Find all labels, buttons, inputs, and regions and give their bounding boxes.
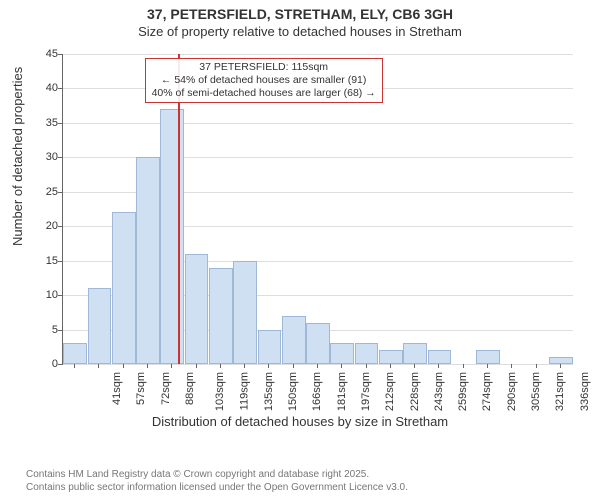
y-tick-mark (58, 330, 62, 331)
x-tick-label: 336sqm (579, 372, 591, 411)
histogram-bar (282, 316, 306, 364)
histogram-bar (355, 343, 379, 364)
histogram-bar (306, 323, 330, 364)
histogram-bar (233, 261, 257, 364)
y-tick-label: 25 (8, 186, 58, 198)
x-tick-mark (414, 364, 415, 368)
histogram-bar (476, 350, 500, 364)
y-tick-label: 10 (8, 289, 58, 301)
x-tick-label: 103sqm (214, 372, 226, 411)
annotation-title: 37 PETERSFIELD: 115sqm (152, 61, 376, 74)
footer-line2: Contains public sector information licen… (26, 482, 408, 495)
x-tick-mark (98, 364, 99, 368)
x-tick-label: 135sqm (263, 372, 275, 411)
x-axis-label: Distribution of detached houses by size … (0, 414, 600, 429)
x-tick-label: 119sqm (238, 372, 250, 410)
x-tick-mark (171, 364, 172, 368)
histogram-bar (63, 343, 87, 364)
y-tick-mark (58, 261, 62, 262)
x-tick-label: 57sqm (135, 372, 147, 405)
histogram-bar (136, 157, 160, 364)
x-tick-label: 228sqm (409, 372, 421, 411)
footer-line1: Contains HM Land Registry data © Crown c… (26, 469, 408, 482)
title-line2: Size of property relative to detached ho… (0, 24, 600, 40)
x-tick-label: 290sqm (506, 372, 518, 411)
y-tick-label: 20 (8, 220, 58, 232)
x-tick-label: 212sqm (384, 372, 396, 411)
x-tick-mark (196, 364, 197, 368)
x-tick-label: 305sqm (530, 372, 542, 411)
y-tick-mark (58, 192, 62, 193)
y-tick-mark (58, 123, 62, 124)
y-tick-label: 30 (8, 151, 58, 163)
x-tick-mark (123, 364, 124, 368)
x-tick-mark (536, 364, 537, 368)
gridline (63, 364, 573, 365)
x-tick-label: 72sqm (160, 372, 172, 405)
x-tick-mark (341, 364, 342, 368)
attribution-footer: Contains HM Land Registry data © Crown c… (26, 469, 408, 494)
annotation-line: ← 54% of detached houses are smaller (91… (152, 74, 376, 87)
plot-area: 37 PETERSFIELD: 115sqm← 54% of detached … (62, 54, 573, 365)
histogram-bar (428, 350, 452, 364)
histogram-bar (88, 288, 112, 364)
histogram-bar (112, 212, 136, 364)
x-tick-label: 166sqm (312, 372, 324, 411)
y-tick-label: 0 (8, 358, 58, 370)
histogram-bar (549, 357, 573, 364)
chart-title-block: 37, PETERSFIELD, STRETHAM, ELY, CB6 3GH … (0, 0, 600, 40)
y-tick-label: 35 (8, 117, 58, 129)
x-tick-label: 197sqm (360, 372, 372, 411)
y-tick-mark (58, 295, 62, 296)
x-tick-label: 274sqm (482, 372, 494, 411)
x-tick-mark (511, 364, 512, 368)
x-tick-mark (317, 364, 318, 368)
y-tick-label: 15 (8, 255, 58, 267)
x-tick-label: 259sqm (457, 372, 469, 411)
x-tick-label: 181sqm (336, 372, 348, 411)
y-tick-mark (58, 226, 62, 227)
y-tick-mark (58, 88, 62, 89)
x-tick-mark (463, 364, 464, 368)
histogram-bar (330, 343, 354, 364)
x-tick-label: 41sqm (111, 372, 123, 405)
x-tick-mark (560, 364, 561, 368)
x-tick-mark (366, 364, 367, 368)
x-tick-mark (244, 364, 245, 368)
x-tick-mark (293, 364, 294, 368)
x-tick-mark (438, 364, 439, 368)
gridline (63, 54, 573, 55)
y-tick-mark (58, 54, 62, 55)
gridline (63, 123, 573, 124)
x-tick-mark (268, 364, 269, 368)
x-tick-label: 88sqm (184, 372, 196, 405)
x-tick-mark (147, 364, 148, 368)
x-tick-mark (220, 364, 221, 368)
y-tick-label: 5 (8, 324, 58, 336)
annotation-box: 37 PETERSFIELD: 115sqm← 54% of detached … (145, 58, 383, 103)
x-tick-label: 321sqm (554, 372, 566, 411)
y-tick-label: 45 (8, 48, 58, 60)
histogram-bar (403, 343, 427, 364)
y-tick-mark (58, 364, 62, 365)
title-line1: 37, PETERSFIELD, STRETHAM, ELY, CB6 3GH (0, 6, 600, 24)
y-tick-label: 40 (8, 82, 58, 94)
x-tick-label: 243sqm (433, 372, 445, 411)
histogram-bar (209, 268, 233, 364)
histogram-bar (379, 350, 403, 364)
x-tick-mark (487, 364, 488, 368)
histogram-bar (185, 254, 209, 364)
x-tick-label: 150sqm (287, 372, 299, 411)
x-tick-mark (74, 364, 75, 368)
x-tick-mark (390, 364, 391, 368)
chart-area: Number of detached properties 37 PETERSF… (0, 46, 600, 438)
histogram-bar (160, 109, 184, 364)
annotation-line: 40% of semi-detached houses are larger (… (152, 87, 376, 100)
histogram-bar (258, 330, 282, 364)
y-tick-mark (58, 157, 62, 158)
